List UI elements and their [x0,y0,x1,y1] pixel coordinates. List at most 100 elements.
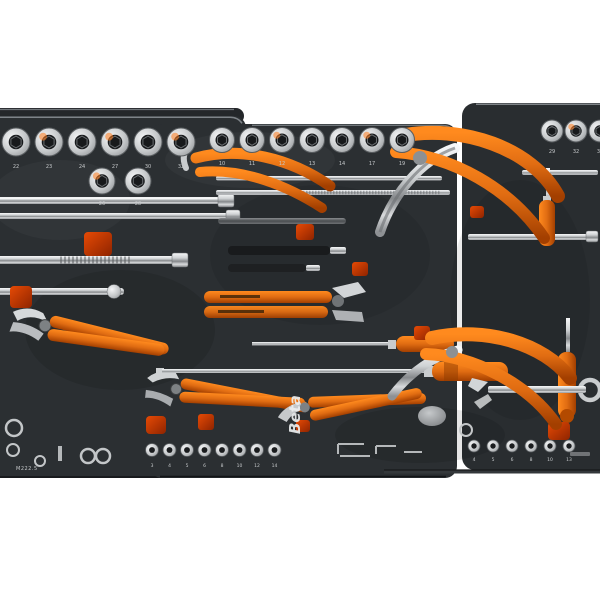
pliers-handle [179,391,306,409]
socket-orange-glint [363,131,371,139]
screwdriver-shaft [566,318,570,352]
tray-left-top-highlight [0,116,243,124]
bit-size-label: 6 [511,457,514,463]
pliers-pivot [446,346,458,358]
pliers-handle [420,348,562,430]
handle-cap [560,409,574,423]
bit-hole [271,447,278,453]
bit-hole [236,447,243,453]
pliers-handle [204,306,328,318]
socket-group-main: 10 11 12 13 14 17 19 [209,127,415,167]
bit-size-label: 6 [203,463,206,469]
orange-foam-pads [10,232,214,434]
socket-hex [307,134,317,146]
tools-main-tray: Beta [156,143,508,457]
t-handle-tools [228,246,346,272]
pliers-handle [190,147,336,192]
extension-bar [0,252,189,268]
socket-orange-glint [171,132,180,141]
bit-hole [509,443,515,449]
round-knob [418,406,446,426]
bit-hole [528,443,534,449]
socket-hex [142,135,154,149]
pliers-jaw [147,370,180,383]
socket-hex [217,134,227,146]
module-code-label: M222.5 [16,466,38,472]
wrench-shaft [488,386,586,393]
pliers-handle [204,291,332,303]
tiny-label-strip [570,452,590,456]
bit-size-label: 5 [186,463,189,469]
socket-orange-glint [568,123,575,130]
bit-size-label: 3 [151,463,154,469]
socket-size-label: 10 [219,161,225,167]
socket-size-label: 19 [399,161,405,167]
extension-bar [0,193,235,208]
bit-size-label: 4 [473,457,476,463]
socket-orange-glint [39,132,48,141]
bit-hole [219,447,225,453]
nipper-head [277,402,306,423]
beta-logo: Beta [286,395,304,434]
socket-size-label: 14 [339,161,345,167]
socket-hex [247,134,257,146]
tools-left-tray: M222.5 [0,193,309,472]
socket-orange-glint [92,172,101,180]
bit-size-label: 8 [221,463,224,469]
screwdriver-ferrule [388,340,396,349]
pliers-pivot [332,295,344,307]
handle-stripe [444,362,458,381]
pliers-handle [425,327,577,385]
bit-row-right: 4 5 6 8 10 13 [467,439,576,463]
socket-size-label: 28 [135,201,141,207]
bit-hole [254,447,260,453]
socket-size-label: 22 [13,164,19,170]
pliers [9,308,169,356]
dark-rod [218,218,346,224]
handle-print [220,295,260,298]
pliers-pivot [170,383,183,396]
socket-group-right: 29 32 36 [540,119,600,155]
socket-size-label: 17 [369,161,375,167]
crossing-pliers [375,126,577,430]
socket-size-label: 12 [279,161,285,167]
screwdriver-ferrule [543,196,551,202]
socket-group-left-large: 22 23 24 27 30 32 [1,127,196,170]
bit-size-label: 10 [237,463,243,469]
socket-size-label: 23 [46,164,52,170]
extension-bar [468,230,599,243]
wrench-open-jaw [468,378,488,392]
large-pliers-bottom [387,327,577,430]
socket-orange-glint [105,132,114,141]
pliers-jaw [145,389,174,407]
bit-hole [201,447,208,453]
ring-items [4,418,112,467]
socket-hex [547,125,557,137]
hex-keys [337,443,422,457]
bit-size-label: 10 [547,457,553,463]
pliers [145,370,309,413]
socket-hex [397,134,407,146]
screwdriver-shaft [252,342,394,346]
socket-size-label: 11 [249,161,255,167]
orange-foam-pads [296,224,430,432]
pliers-pivot [413,151,427,165]
bit-size-label: 13 [566,457,572,463]
socket-size-label: 24 [79,164,85,170]
pliers-pivot [38,319,52,333]
wrench-open-jaw [474,394,492,409]
bit-size-label: 4 [168,463,171,469]
socket-hex [337,134,347,146]
large-pliers-top [375,126,565,244]
socket-group-left-extra: 26 28 [88,167,152,207]
bit-size-label: 8 [530,457,533,463]
socket-hex [76,135,88,149]
bit-size-label: 12 [254,463,260,469]
bit-hole [166,447,173,453]
pliers-jaw-detail [378,146,456,233]
socket-hex [10,135,22,149]
pliers-handle [393,126,565,203]
pliers-horizontal [204,282,366,322]
